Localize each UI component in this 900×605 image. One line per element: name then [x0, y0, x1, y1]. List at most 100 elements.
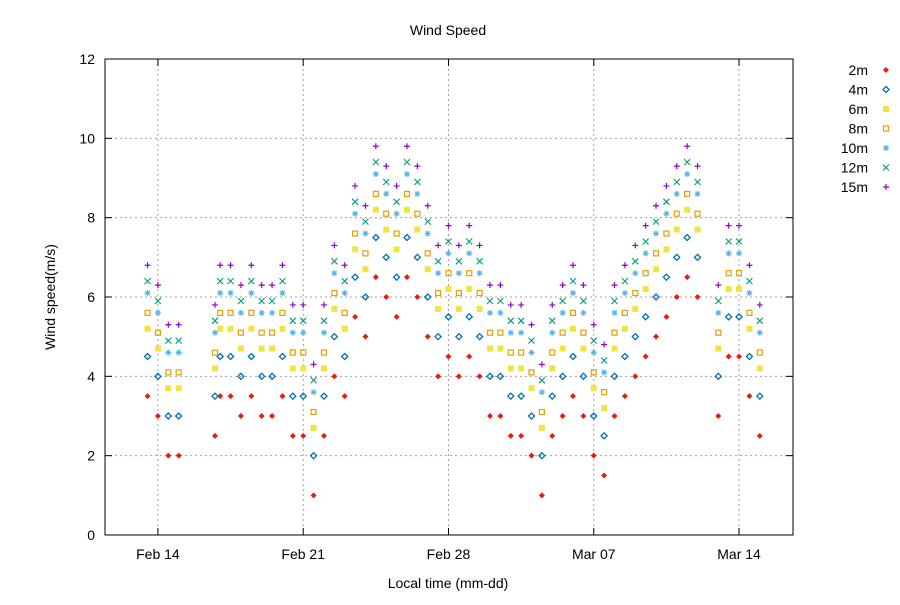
point-8m: [175, 369, 182, 376]
point-15m: [549, 301, 556, 308]
point-8m: [300, 349, 307, 356]
point-12m: [663, 198, 670, 206]
point-12m: [735, 238, 743, 245]
point-10m: [154, 309, 161, 316]
point-4m: [475, 332, 484, 341]
point-8m: [611, 329, 618, 336]
point-10m: [341, 290, 348, 297]
point-8m: [756, 349, 763, 356]
point-2m: [528, 452, 535, 459]
point-8m: [642, 270, 649, 277]
point-15m: [736, 222, 743, 229]
point-15m: [601, 341, 608, 348]
point-4m: [465, 312, 474, 321]
point-2m: [211, 432, 218, 439]
point-4m: [403, 233, 411, 242]
point-2m: [621, 393, 628, 400]
point-15m: [445, 222, 452, 229]
point-6m: [217, 325, 224, 332]
point-6m: [725, 286, 732, 293]
point-4m: [724, 312, 733, 321]
point-2m: [435, 373, 442, 380]
point-4m: [392, 273, 401, 282]
point-4m: [340, 352, 349, 361]
point-12m: [465, 238, 473, 245]
point-8m: [549, 349, 556, 356]
point-6m: [310, 424, 317, 431]
point-8m: [486, 329, 494, 336]
point-8m: [569, 309, 577, 316]
x-tick-label: Feb 21: [281, 546, 325, 562]
point-15m: [362, 202, 369, 209]
point-10m: [362, 230, 369, 237]
point-10m: [466, 250, 473, 257]
point-2m: [518, 432, 525, 439]
y-tick-label: 12: [79, 51, 95, 67]
point-2m: [653, 333, 660, 340]
point-4m: [257, 372, 266, 381]
point-10m: [279, 290, 286, 297]
point-6m: [445, 286, 452, 293]
data-points: [143, 143, 764, 499]
point-2m: [632, 373, 639, 380]
point-8m: [237, 329, 245, 336]
point-8m: [455, 289, 462, 297]
point-2m: [486, 413, 493, 419]
point-2m: [300, 432, 307, 439]
point-6m: [331, 305, 338, 312]
point-10m: [403, 171, 410, 178]
point-4m: [693, 253, 702, 262]
point-2m: [684, 274, 691, 281]
point-15m: [673, 163, 680, 170]
x-axis-label: Local time (mm-dd): [388, 575, 509, 591]
point-4m: [174, 412, 183, 420]
point-8m: [445, 270, 452, 277]
point-8m: [144, 309, 151, 316]
point-2m: [549, 432, 556, 439]
legend-label-15m: 15m: [841, 179, 868, 195]
legend-marker-2m: [883, 67, 889, 73]
point-2m: [725, 353, 732, 360]
point-10m: [694, 190, 701, 197]
point-12m: [211, 317, 219, 325]
point-8m: [362, 250, 369, 257]
point-2m: [165, 452, 172, 459]
point-8m: [507, 349, 514, 356]
point-10m: [486, 309, 493, 316]
point-10m: [144, 290, 151, 297]
point-6m: [549, 365, 556, 372]
point-2m: [352, 313, 359, 320]
point-4m: [662, 273, 671, 282]
point-10m: [414, 190, 421, 197]
point-12m: [683, 158, 691, 166]
point-4m: [444, 312, 453, 321]
point-2m: [310, 492, 317, 499]
point-4m: [268, 372, 276, 381]
point-4m: [631, 332, 640, 341]
point-15m: [352, 182, 359, 189]
point-15m: [211, 301, 218, 308]
y-tick-label: 8: [87, 210, 95, 226]
point-8m: [320, 349, 328, 356]
point-6m: [258, 345, 265, 352]
point-2m: [320, 432, 327, 439]
point-4m: [610, 372, 619, 381]
point-12m: [507, 317, 515, 325]
point-4m: [548, 392, 557, 401]
point-8m: [211, 349, 219, 356]
point-15m: [663, 182, 670, 189]
point-15m: [217, 262, 224, 269]
point-15m: [424, 202, 431, 209]
point-6m: [320, 365, 327, 372]
point-4m: [351, 273, 360, 282]
point-12m: [351, 198, 359, 206]
point-8m: [476, 289, 483, 297]
point-2m: [424, 333, 431, 340]
point-12m: [756, 317, 764, 325]
point-2m: [341, 393, 348, 400]
point-2m: [258, 413, 265, 419]
point-15m: [435, 242, 442, 249]
point-10m: [756, 329, 763, 336]
point-6m: [736, 286, 743, 293]
point-2m: [570, 393, 577, 400]
